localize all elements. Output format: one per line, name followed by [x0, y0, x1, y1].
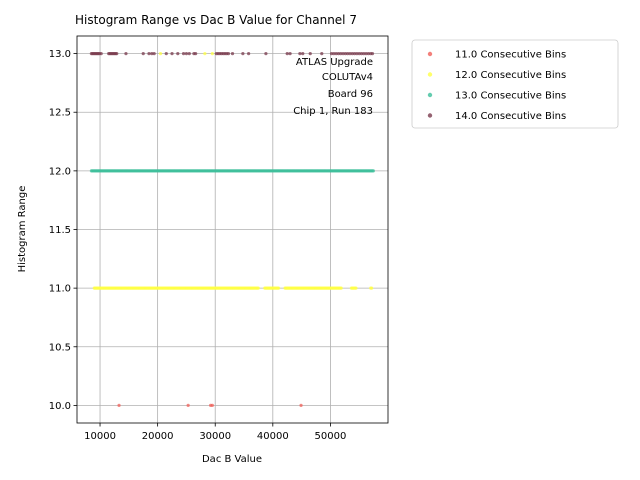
x-axis-ticks: 10000 20000 30000 40000 50000 [84, 423, 346, 442]
x-tick-label: 50000 [315, 431, 347, 442]
y-tick-label: 10.5 [49, 342, 71, 353]
chart-title: Histogram Range vs Dac B Value for Chann… [75, 13, 357, 27]
point-14-bins [320, 51, 324, 56]
legend-marker [427, 51, 433, 57]
point-14-bins [350, 51, 354, 56]
point-14-bins [362, 51, 366, 56]
annotation-line-4: Chip 1, Run 183 [293, 106, 373, 117]
legend-marker [427, 72, 433, 77]
x-tick-label: 20000 [142, 431, 174, 442]
y-axis-ticks: 10.0 10.5 11.0 11.5 12.0 12.5 13.0 [49, 49, 77, 412]
point-14-bins [124, 51, 128, 56]
legend-marker [427, 113, 433, 118]
point-14-bins [152, 51, 156, 56]
x-axis-label: Dac B Value [202, 454, 262, 465]
point-14-bins [355, 51, 359, 56]
point-14-bins [336, 51, 341, 56]
point-14-bins [247, 51, 251, 56]
legend-label: 14.0 Consecutive Bins [455, 111, 566, 122]
annotation-line-2: COLUTAv4 [322, 72, 373, 83]
point-14-bins [264, 51, 268, 56]
legend: 11.0 Consecutive Bins 12.0 Consecutive Bi… [411, 39, 619, 129]
point-14-bins [285, 51, 289, 56]
legend-label: 11.0 Consecutive Bins [455, 50, 566, 61]
x-tick-label: 10000 [84, 431, 116, 442]
point-14-bins [164, 51, 168, 56]
point-14-bins [370, 51, 375, 56]
point-14-bins [150, 51, 154, 56]
point-12-bins [370, 286, 374, 290]
point-14-bins [364, 51, 368, 56]
x-tick-label: 40000 [257, 431, 289, 442]
point-14-bins [352, 51, 357, 56]
point-14-bins [181, 51, 186, 56]
point-14-bins [230, 51, 235, 56]
point-14-bins [176, 51, 180, 56]
data-points [89, 51, 375, 408]
point-14-bins [359, 51, 364, 56]
point-14-bins [170, 51, 174, 56]
y-tick-label: 12.5 [49, 108, 71, 119]
y-tick-label: 13.0 [49, 49, 71, 60]
point-14-bins [115, 51, 119, 56]
point-14-bins [339, 51, 343, 56]
legend-marker [427, 92, 433, 98]
y-axis-label: Histogram Range [17, 186, 28, 273]
point-14-bins [334, 51, 338, 56]
point-14-bins [346, 51, 350, 56]
point-14-bins [194, 51, 198, 56]
point-12-bins [256, 286, 260, 290]
point-14-bins [241, 51, 245, 56]
point-14-bins [366, 51, 371, 56]
point-13-bins [371, 169, 375, 173]
point-11-bins [299, 403, 303, 408]
annotation-line-3: Board 96 [328, 89, 373, 100]
legend-box [411, 39, 619, 129]
y-tick-label: 11.0 [49, 284, 71, 295]
point-14-bins [332, 51, 336, 56]
point-14-bins [141, 51, 145, 56]
point-14-bins [343, 51, 347, 56]
point-12-bins [203, 51, 207, 56]
point-12-bins [276, 286, 281, 290]
point-14-bins [301, 51, 305, 56]
point-14-bins [308, 51, 312, 56]
point-11-bins [186, 403, 190, 408]
point-11-bins [210, 403, 214, 408]
point-14-bins [348, 51, 352, 56]
point-14-bins [147, 51, 151, 56]
point-14-bins [341, 51, 345, 56]
point-14-bins [187, 51, 191, 56]
point-14-bins [298, 51, 302, 56]
point-14-bins [288, 51, 292, 56]
y-tick-label: 10.0 [49, 401, 71, 412]
point-12-bins [339, 286, 343, 290]
point-12-bins [210, 51, 214, 56]
point-14-bins [357, 51, 361, 56]
point-12-bins [354, 286, 358, 290]
point-14-bins [329, 51, 334, 56]
y-tick-label: 11.5 [49, 225, 71, 236]
point-14-bins [226, 51, 231, 56]
legend-label: 13.0 Consecutive Bins [455, 91, 566, 102]
point-14-bins [99, 51, 103, 56]
x-tick-label: 30000 [199, 431, 231, 442]
point-14-bins [184, 51, 189, 56]
point-12-bins [158, 51, 163, 56]
point-11-bins [117, 403, 121, 408]
legend-label: 12.0 Consecutive Bins [455, 70, 566, 81]
annotation-block: ATLAS Upgrade COLUTAv4 Board 96 Chip 1, … [293, 57, 373, 117]
y-tick-label: 12.0 [49, 166, 71, 177]
annotation-line-1: ATLAS Upgrade [296, 57, 373, 68]
